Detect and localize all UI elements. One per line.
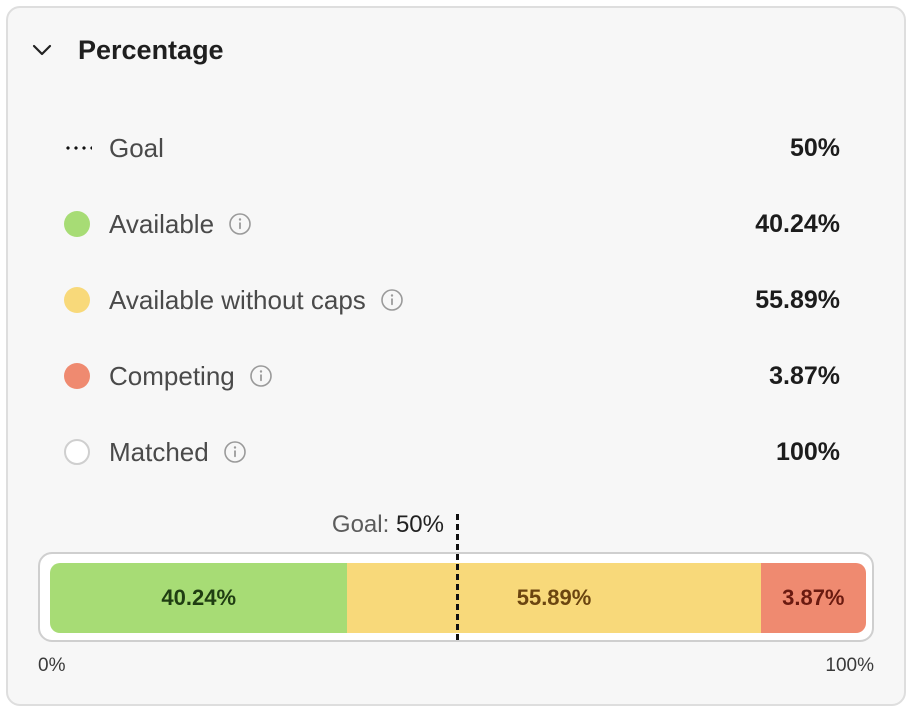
- legend-value-competing: 3.87%: [769, 361, 840, 390]
- legend-value-goal: 50%: [789, 133, 840, 162]
- legend-row-competing: Competing 3.87%: [64, 356, 840, 396]
- segment-available-label: 40.24%: [161, 585, 237, 610]
- available-without-caps-color-dot: [64, 286, 92, 314]
- axis-max-label: 100%: [825, 655, 874, 676]
- info-icon[interactable]: [228, 212, 252, 236]
- segment-competing: 3.87%: [760, 563, 866, 633]
- goal-dotted-marker: [64, 134, 92, 162]
- legend-label-available: Available: [109, 208, 215, 239]
- section-header[interactable]: Percentage: [30, 28, 224, 72]
- goal-marker-prefix: Goal:: [331, 511, 390, 538]
- legend-label-competing: Competing: [109, 360, 235, 391]
- legend-label-goal: Goal: [109, 132, 164, 163]
- segment-available: 40.24%: [50, 563, 348, 633]
- axis-min-label: 0%: [38, 655, 66, 676]
- matched-hollow-dot: [64, 438, 92, 466]
- section-title: Percentage: [78, 34, 224, 65]
- legend-row-goal: Goal 50%: [64, 128, 840, 168]
- legend-row-available: Available 40.24%: [64, 204, 840, 244]
- legend-value-available: 40.24%: [755, 209, 840, 238]
- legend-value-available-without-caps: 55.89%: [755, 285, 840, 314]
- info-icon[interactable]: [249, 364, 273, 388]
- goal-marker-value: 50%: [395, 511, 444, 538]
- goal-dashed-line: [456, 514, 459, 642]
- legend-label-matched: Matched: [109, 436, 209, 467]
- legend-row-available-without-caps: Available without caps 55.89%: [64, 280, 840, 320]
- segment-competing-label: 3.87%: [782, 585, 845, 610]
- goal-marker-label: Goal: 50%: [300, 511, 444, 539]
- chevron-down-icon[interactable]: [30, 38, 54, 62]
- competing-color-dot: [64, 362, 92, 390]
- segment-available-without-caps: 55.89%: [347, 563, 761, 633]
- info-icon[interactable]: [223, 440, 247, 464]
- legend-label-available-without-caps: Available without caps: [109, 284, 366, 315]
- stacked-progress-bar: 40.24% 55.89% 3.87%: [50, 563, 866, 633]
- legend-value-matched: 100%: [776, 437, 840, 466]
- available-color-dot: [64, 210, 92, 238]
- legend-row-matched: Matched 100%: [64, 432, 840, 472]
- segment-available-without-caps-label: 55.89%: [516, 585, 592, 610]
- info-icon[interactable]: [380, 288, 404, 312]
